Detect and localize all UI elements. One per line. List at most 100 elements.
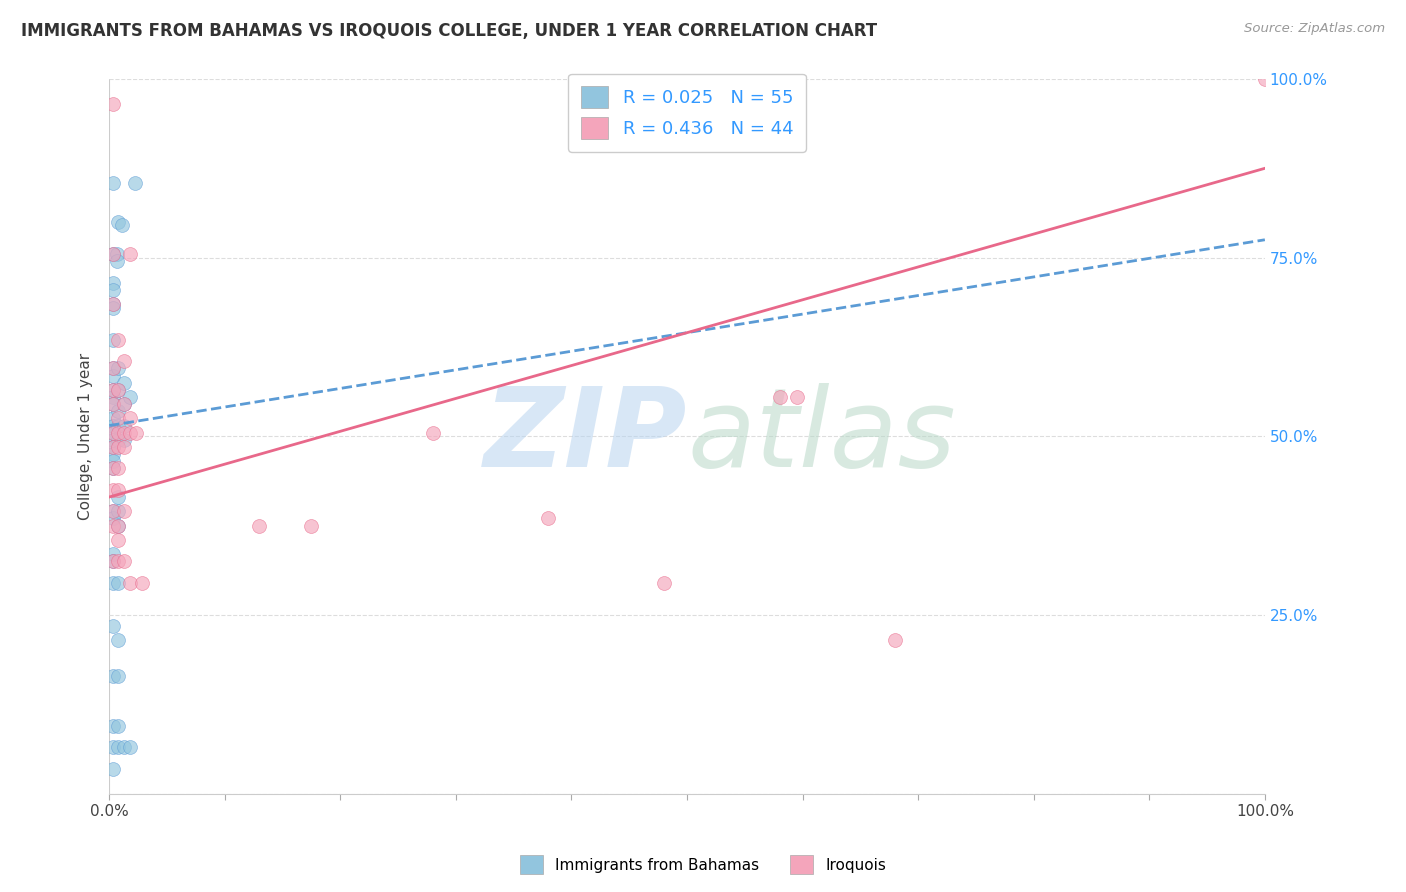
Point [107,533,129,547]
Point [112,554,135,568]
Point [768,390,790,404]
Point [107,483,129,497]
Point [125,425,148,440]
Point [101,361,124,376]
Point [118,575,141,590]
Point [101,368,124,383]
Point [101,425,124,440]
Point [101,297,124,311]
Point [101,333,124,347]
Point [101,575,124,590]
Point [101,97,124,112]
Point [422,425,444,440]
Point [112,397,135,411]
Point [107,404,129,418]
Legend: Immigrants from Bahamas, Iroquois: Immigrants from Bahamas, Iroquois [515,849,891,880]
Point [118,411,141,425]
Point [101,433,124,447]
Point [1254,72,1277,87]
Point [101,425,124,440]
Point [786,390,808,404]
Text: ZIP: ZIP [484,383,688,490]
Point [101,454,124,468]
Point [107,554,129,568]
Point [101,283,124,297]
Point [101,418,124,433]
Point [101,447,124,461]
Text: IMMIGRANTS FROM BAHAMAS VS IROQUOIS COLLEGE, UNDER 1 YEAR CORRELATION CHART: IMMIGRANTS FROM BAHAMAS VS IROQUOIS COLL… [21,22,877,40]
Point [884,632,907,647]
Point [101,547,124,561]
Point [118,247,141,261]
Point [107,518,129,533]
Point [107,425,129,440]
Point [112,740,135,755]
Point [101,504,124,518]
Text: Source: ZipAtlas.com: Source: ZipAtlas.com [1244,22,1385,36]
Point [107,215,129,229]
Point [101,461,124,475]
Point [101,440,124,454]
Point [101,247,124,261]
Point [118,740,141,755]
Point [101,383,124,397]
Point [118,425,141,440]
Point [107,383,129,397]
Point [118,390,141,404]
Point [107,490,129,504]
Point [112,440,135,454]
Point [537,511,560,525]
Point [101,397,124,411]
Point [101,440,124,454]
Point [101,518,124,533]
Point [112,433,135,447]
Y-axis label: College, Under 1 year: College, Under 1 year [79,352,93,520]
Point [107,719,129,733]
Point [112,418,135,433]
Point [107,518,129,533]
Point [131,575,153,590]
Point [301,518,323,533]
Point [112,354,135,368]
Point [101,301,124,315]
Point [107,361,129,376]
Point [124,176,146,190]
Point [107,383,129,397]
Point [101,297,124,311]
Point [249,518,271,533]
Point [107,333,129,347]
Point [101,397,124,411]
Point [101,618,124,632]
Point [112,504,135,518]
Text: atlas: atlas [688,383,956,490]
Point [112,397,135,411]
Point [101,390,124,404]
Point [101,461,124,475]
Point [101,511,124,525]
Point [107,740,129,755]
Point [101,276,124,290]
Point [101,247,124,261]
Legend: R = 0.025   N = 55, R = 0.436   N = 44: R = 0.025 N = 55, R = 0.436 N = 44 [568,74,806,152]
Point [101,383,124,397]
Point [101,176,124,190]
Point [107,411,129,425]
Point [105,254,128,268]
Point [111,219,134,233]
Point [107,504,129,518]
Point [101,504,124,518]
Point [101,719,124,733]
Point [101,411,124,425]
Point [107,461,129,475]
Point [107,433,129,447]
Point [107,669,129,683]
Point [101,483,124,497]
Point [107,575,129,590]
Point [112,425,135,440]
Point [101,740,124,755]
Point [107,632,129,647]
Point [652,575,675,590]
Point [101,762,124,776]
Point [101,361,124,376]
Point [107,418,129,433]
